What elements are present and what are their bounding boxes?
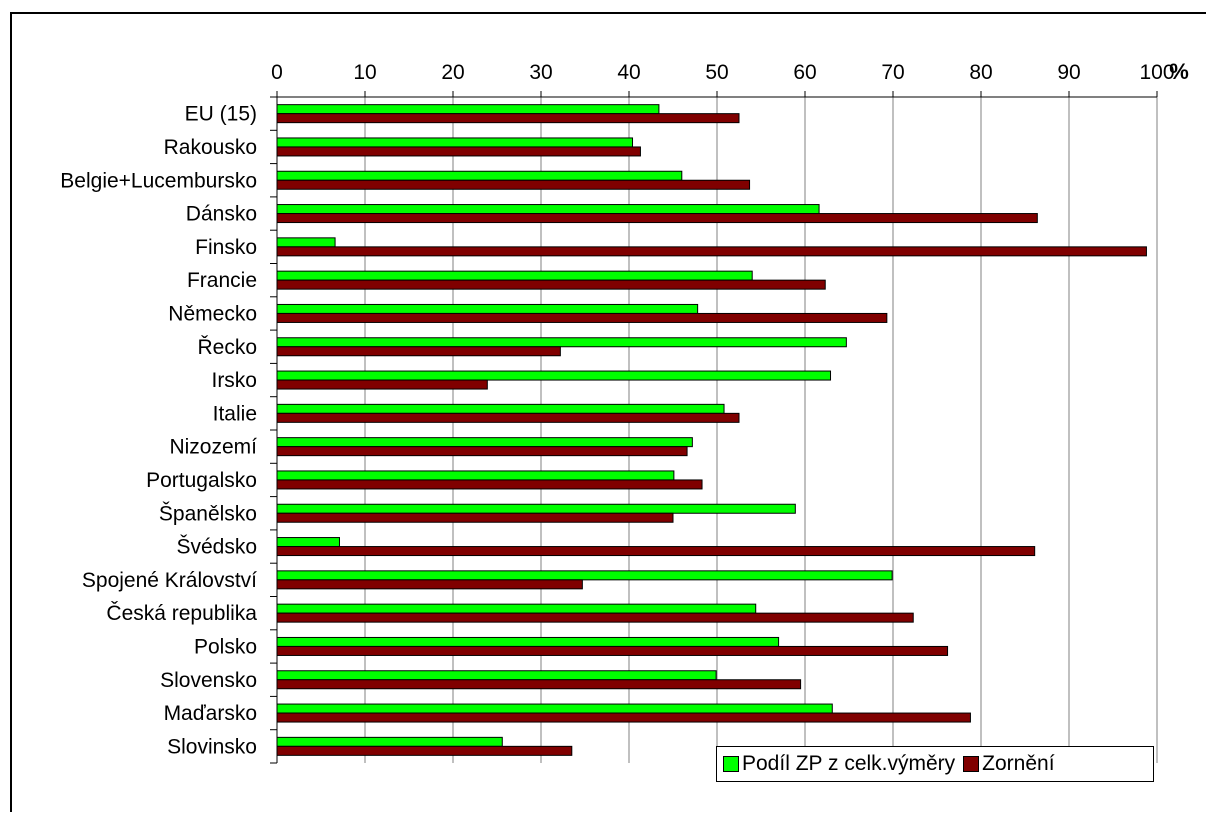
bar-podil-zp [276,603,757,614]
bar-zorneni [276,446,688,457]
legend-item-series-1: Zornění [963,752,1055,776]
category-label: Slovensko [160,669,257,692]
category-label: Portugalsko [146,469,257,492]
bar-podil-zp [276,537,340,548]
bar-podil-zp [276,237,336,248]
bar-zorneni [276,146,641,157]
category-label: Polsko [194,635,257,658]
category-label: Spojené Království [82,569,257,592]
bar-podil-zp [276,270,753,281]
bar-zorneni [276,246,1147,257]
bar-podil-zp [276,437,693,448]
bar-zorneni [276,712,971,723]
x-tick-label: 0 [271,61,283,84]
category-label: Francie [187,269,257,292]
bar-zorneni [276,546,1036,557]
category-label: Rakousko [164,136,257,159]
category-label: Slovinsko [167,735,257,758]
bar-zorneni [276,213,1038,224]
category-label: Španělsko [159,502,257,525]
category-label: Česká republika [106,602,257,625]
bar-zorneni [276,579,583,590]
bar-zorneni [276,679,802,690]
bar-zorneni [276,645,949,656]
x-tick-label: 30 [529,61,552,84]
bar-podil-zp [276,670,717,681]
bar-podil-zp [276,104,660,115]
category-label: Belgie+Lucembursko [60,169,257,192]
category-label: Dánsko [186,203,257,226]
category-label: EU (15) [185,103,257,126]
category-label: Irsko [211,369,257,392]
bar-podil-zp [276,470,675,481]
bar-zorneni [276,479,703,490]
bar-zorneni [276,346,561,357]
bar-podil-zp [276,170,683,181]
bar-podil-zp [276,337,847,348]
unit-label: % [1169,59,1189,84]
bar-podil-zp [276,703,833,714]
category-label: Italie [213,402,257,425]
x-tick-label: 70 [881,61,904,84]
category-label: Nizozemí [169,436,257,459]
bar-zorneni [276,412,740,423]
bar-zorneni [276,113,740,124]
bar-zorneni [276,179,751,190]
bar-podil-zp [276,403,725,414]
chart-frame [10,12,1206,812]
category-label: Finsko [195,236,257,259]
bar-podil-zp [276,570,893,581]
x-tick-label: 90 [1057,61,1080,84]
legend-label-series-0: Podíl ZP z celk.výměry [742,752,956,775]
bar-zorneni [276,612,914,623]
legend-swatch-series-1 [963,756,980,772]
x-tick-label: 100 [1139,61,1174,84]
category-label: Řecko [197,336,257,359]
bar-podil-zp [276,137,634,148]
x-tick-label: 80 [969,61,992,84]
bar-zorneni [276,379,488,390]
x-tick-label: 10 [353,61,376,84]
bar-podil-zp [276,736,503,747]
category-label: Maďarsko [164,702,257,725]
x-tick-label: 20 [441,61,464,84]
x-tick-label: 60 [793,61,816,84]
bar-zorneni [276,745,573,756]
bar-podil-zp [276,636,780,647]
bar-zorneni [276,312,888,323]
bar-zorneni [276,512,674,523]
bar-podil-zp [276,503,796,514]
bar-podil-zp [276,204,820,215]
bar-podil-zp [276,303,699,314]
category-label: Německo [168,302,257,325]
x-tick-label: 50 [705,61,728,84]
category-label: Švédsko [176,536,257,559]
legend-swatch-series-0 [723,756,739,772]
legend-item-series-0: Podíl ZP z celk.výměry [723,752,955,776]
bar-zorneni [276,279,826,290]
x-tick-label: 40 [617,61,640,84]
chart-legend: Podíl ZP z celk.výměry Zornění [716,746,1154,782]
legend-label-series-1: Zornění [982,752,1055,775]
bar-podil-zp [276,370,832,381]
